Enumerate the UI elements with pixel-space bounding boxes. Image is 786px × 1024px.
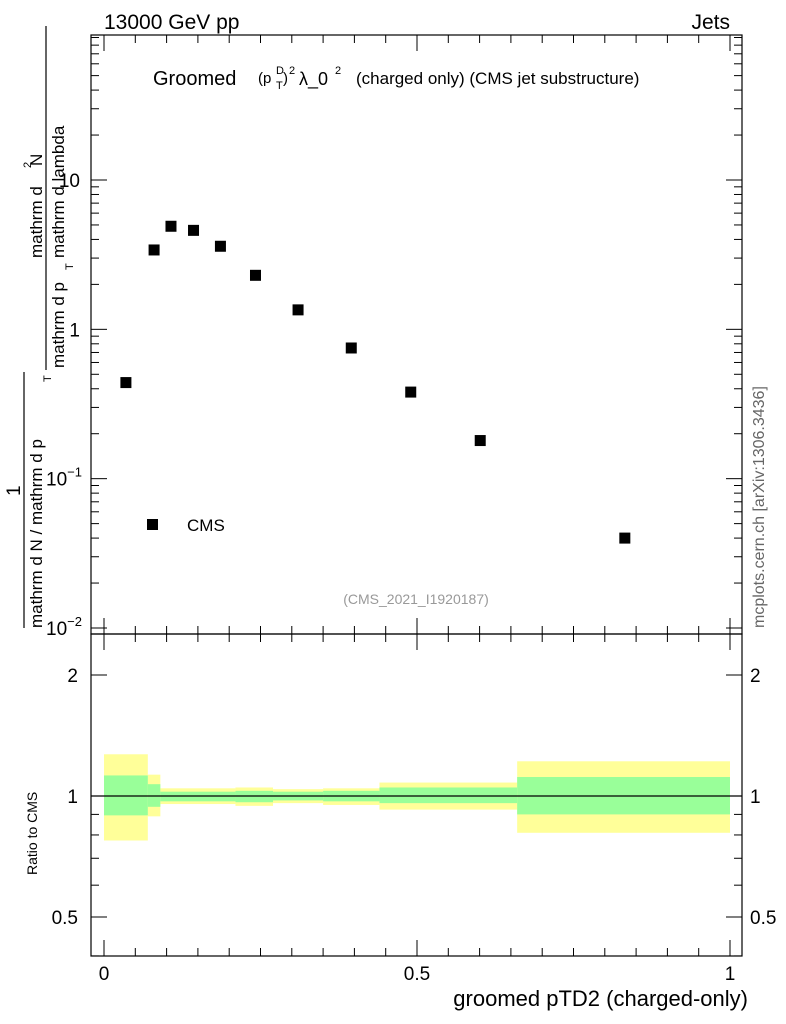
data-point bbox=[249, 269, 261, 281]
x-tick-label: 1 bbox=[725, 964, 736, 985]
energy-label: 13000 GeV pp bbox=[104, 11, 239, 34]
data-point bbox=[120, 377, 132, 389]
ylabel-top-n: N bbox=[27, 154, 46, 166]
data-point bbox=[619, 532, 631, 544]
process-label: Jets bbox=[691, 11, 730, 34]
title-sup-d: D bbox=[276, 65, 284, 77]
title-suffix: (charged only) (CMS jet substructure) bbox=[356, 69, 639, 88]
main-y-axis-label: mathrm d 2 N mathrm d p T mathrm d lambd… bbox=[4, 26, 76, 628]
data-point bbox=[188, 224, 200, 236]
data-point bbox=[292, 304, 304, 316]
analysis-id: (CMS_2021_I1920187) bbox=[343, 591, 489, 607]
cms-data-points bbox=[120, 220, 631, 544]
title-close: ) bbox=[283, 70, 288, 87]
ylabel-bottom-b: mathrm d lambda bbox=[49, 125, 68, 258]
x-tick-label: 0.5 bbox=[404, 964, 430, 985]
legend-label: CMS bbox=[187, 516, 225, 535]
ylabel-bottom-sub: T bbox=[64, 263, 76, 270]
ratio-y-tick-label-right: 0.5 bbox=[750, 908, 776, 929]
data-point bbox=[214, 240, 226, 252]
ylabel-top-sup: 2 bbox=[22, 162, 34, 168]
x-tick-label: 0 bbox=[99, 964, 110, 985]
ylabel-lower-den-sub: T bbox=[42, 375, 54, 382]
ratio-y-tick-label-left: 1 bbox=[67, 787, 78, 808]
main-plot-panel: 10 1 10−1 10−2 Groomed (p D T ) 2 λ_0 2 (ch… bbox=[4, 26, 743, 640]
main-x-ticks bbox=[103, 35, 731, 634]
legend-marker bbox=[147, 519, 158, 530]
x-axis-label: groomed pTD2 (charged-only) bbox=[453, 986, 748, 1011]
main-y-tick-label: 1 bbox=[69, 320, 80, 341]
main-y-tick-label: 10−1 bbox=[46, 465, 82, 491]
ratio-y-tick-label-right: 1 bbox=[750, 787, 761, 808]
main-y-tick-label: 10−2 bbox=[46, 614, 82, 640]
ratio-uncertainty-bands bbox=[104, 754, 730, 841]
title-p: (p bbox=[258, 70, 271, 87]
main-y-ticks: 10 1 10−1 10−2 bbox=[46, 36, 742, 640]
data-point bbox=[148, 244, 160, 256]
uncertainty-band-bin bbox=[379, 787, 518, 804]
main-y-tick-label: 10 bbox=[59, 171, 80, 192]
title-sup-2: 2 bbox=[289, 65, 295, 77]
main-plot-frame bbox=[90, 34, 743, 635]
ylabel-lower-den: mathrm d N / mathrm d p bbox=[27, 439, 46, 628]
ylabel-lower-num: 1 bbox=[4, 485, 25, 496]
ratio-y-axis-label: Ratio to CMS bbox=[24, 792, 40, 875]
title-lambda: λ_0 bbox=[299, 69, 328, 90]
side-reference-label: mcplots.cern.ch [arXiv:1306.3436] bbox=[751, 386, 768, 628]
title-sub-t: T bbox=[276, 80, 283, 92]
ylabel-bottom-a: mathrm d p bbox=[49, 282, 68, 368]
ratio-plot-frame bbox=[90, 633, 743, 957]
data-point bbox=[345, 342, 357, 354]
ratio-y-tick-label-left: 2 bbox=[67, 666, 78, 687]
ylabel-top: mathrm d bbox=[27, 186, 46, 258]
ratio-y-tick-label-right: 2 bbox=[750, 666, 761, 687]
data-point bbox=[474, 435, 486, 447]
title-sup-2b: 2 bbox=[335, 65, 341, 77]
data-point bbox=[405, 386, 417, 398]
ratio-plot-panel: 0.5 0.51 12 2 0 0.5 1 Ratio to CMS bbox=[24, 633, 776, 985]
ratio-y-tick-label-left: 0.5 bbox=[52, 908, 78, 929]
ratio-y-ticks: 0.5 0.5 1 1 2 2 bbox=[52, 666, 776, 957]
ratio-x-ticks: 0 0.5 1 bbox=[99, 634, 736, 985]
main-plot-title: Groomed bbox=[153, 68, 236, 90]
data-point bbox=[165, 220, 177, 232]
